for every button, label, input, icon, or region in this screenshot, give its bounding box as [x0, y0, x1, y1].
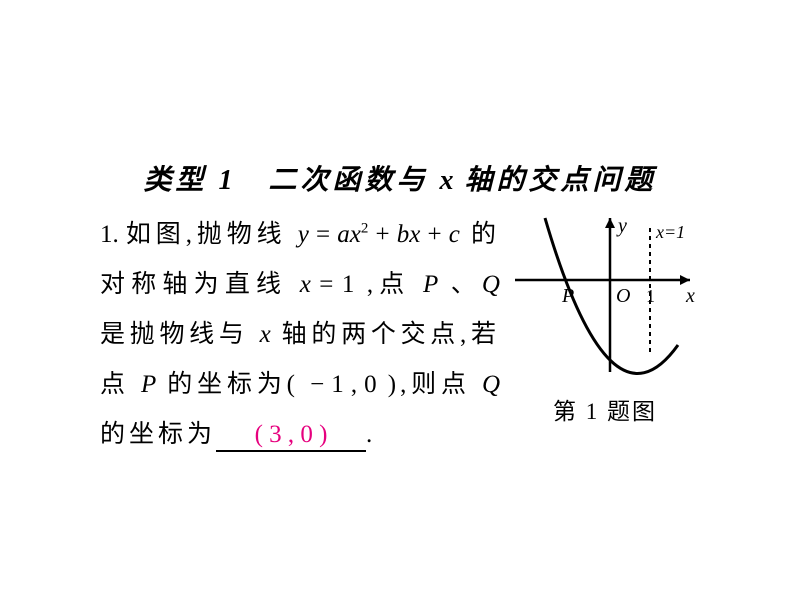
eq-eq1: = — [309, 221, 337, 248]
eq-x2: x — [409, 221, 420, 248]
title-prefix: 类型 1 二次函数与 — [143, 165, 439, 196]
t9: 的坐标为 — [100, 421, 216, 448]
section-title: 类型 1 二次函数与 x 轴的交点问题 — [100, 158, 700, 198]
label-O: O — [616, 285, 630, 307]
t1: 如图,抛物线 — [126, 221, 298, 248]
x-axis-arrow-icon — [680, 275, 690, 285]
figure-caption: 第 1 题图 — [510, 392, 700, 426]
period: . — [366, 421, 376, 448]
var-P: P — [423, 271, 438, 298]
t5: 是抛物线与 — [100, 321, 260, 348]
eq-a: a — [337, 221, 350, 248]
problem-number: 1. — [100, 221, 126, 248]
title-var-x: x — [440, 165, 454, 196]
eq-y: y — [298, 221, 309, 248]
y-axis-arrow-icon — [605, 218, 615, 228]
var-P2: P — [141, 371, 156, 398]
eq-x1: x — [350, 221, 361, 248]
answer-blank: ( 3 , 0 ) — [216, 420, 366, 452]
problem-row: 1. 如图,抛物线 y = ax2 + bx + c 的对称轴为直线 x = 1… — [100, 210, 700, 460]
var-Q: Q — [482, 271, 500, 298]
t4: 、 — [438, 271, 482, 298]
answer: ( 3 , 0 ) — [255, 421, 328, 448]
t8: ),则点 — [377, 371, 482, 398]
problem-text: 1. 如图,抛物线 y = ax2 + bx + c 的对称轴为直线 x = 1… — [100, 210, 500, 460]
label-x: x — [685, 285, 695, 307]
label-one: 1 — [646, 286, 655, 306]
t7: 的坐标为( — [156, 371, 310, 398]
title-suffix: 轴的交点问题 — [454, 165, 657, 196]
label-P: P — [561, 285, 574, 307]
eq-c: c — [449, 221, 460, 248]
figure-column: y x=1 x P O 1 第 1 题图 — [510, 210, 700, 426]
label-x-eq-1: x=1 — [655, 222, 685, 242]
eq-x3: x — [300, 271, 311, 298]
var-Q2: Q — [482, 371, 500, 398]
eq-b: b — [397, 221, 410, 248]
eq-plus1: + — [368, 221, 396, 248]
eq-plus2: + — [420, 221, 448, 248]
parabola-figure: y x=1 x P O 1 — [510, 210, 700, 380]
eq-eq2: = — [311, 271, 342, 298]
t3: ,点 — [354, 271, 423, 298]
eq-one: 1 — [342, 271, 355, 298]
label-y: y — [616, 215, 627, 237]
eq-x4: x — [260, 321, 271, 348]
coord1: − 1 , 0 — [310, 371, 377, 398]
